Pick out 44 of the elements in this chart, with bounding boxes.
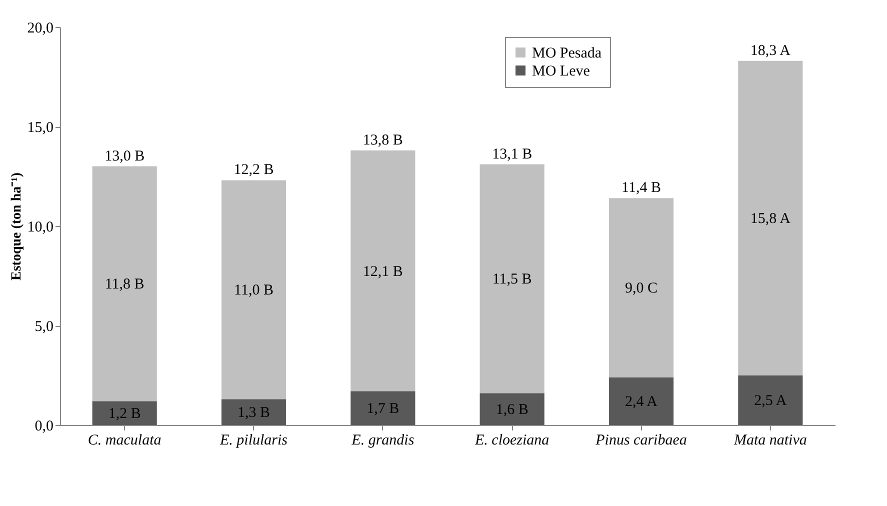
bar xyxy=(608,377,674,425)
total-label: 13,0 B xyxy=(104,148,145,164)
legend-label: MO Leve xyxy=(532,64,590,80)
data-label: 9,0 C xyxy=(624,280,658,297)
data-label: 1,7 B xyxy=(366,401,400,418)
legend-label: MO Pesada xyxy=(532,46,602,62)
data-label: 2,5 A xyxy=(754,393,787,410)
bar xyxy=(480,393,544,425)
bar xyxy=(92,401,157,425)
x-tick-label: C. maculata xyxy=(88,432,162,448)
x-tick-label: E. grandis xyxy=(350,432,414,448)
data-label: 15,8 A xyxy=(750,211,791,228)
bar xyxy=(350,391,416,425)
data-label: 1,3 B xyxy=(237,405,270,422)
bar xyxy=(221,180,286,400)
data-label: 11,8 B xyxy=(104,276,144,293)
data-label: 1,6 B xyxy=(496,402,528,418)
y-tick-label: 5,0 xyxy=(34,319,54,335)
bar xyxy=(480,164,544,394)
y-tick-label: 10,0 xyxy=(27,220,54,236)
bar xyxy=(92,166,157,402)
bar xyxy=(738,60,803,376)
bar xyxy=(350,150,416,392)
x-tick-label: E. cloeziana xyxy=(474,432,550,448)
y-axis-title: Estoque (ton ha⁻¹) xyxy=(9,172,24,280)
data-label: 11,0 B xyxy=(234,282,274,299)
data-label: 2,4 A xyxy=(624,394,658,410)
y-tick-label: 15,0 xyxy=(27,120,54,136)
data-label: 11,5 B xyxy=(492,272,532,288)
data-label: 12,1 B xyxy=(362,264,403,280)
total-label: 13,8 B xyxy=(362,132,403,148)
x-tick-label: Pinus caribaea xyxy=(594,432,687,448)
total-label: 12,2 B xyxy=(234,162,274,178)
x-tick-label: Mata nativa xyxy=(732,432,807,448)
bar xyxy=(608,198,674,378)
data-label: 1,2 B xyxy=(108,406,141,422)
total-label: 18,3 A xyxy=(750,42,791,59)
total-label: 11,4 B xyxy=(622,180,661,196)
y-tick-label: 0,0 xyxy=(34,418,54,434)
total-label: 13,1 B xyxy=(492,146,532,162)
bar xyxy=(221,399,286,425)
y-tick-label: 20,0 xyxy=(27,20,54,36)
bar xyxy=(738,375,803,425)
x-tick-label: E. pilularis xyxy=(218,432,288,448)
